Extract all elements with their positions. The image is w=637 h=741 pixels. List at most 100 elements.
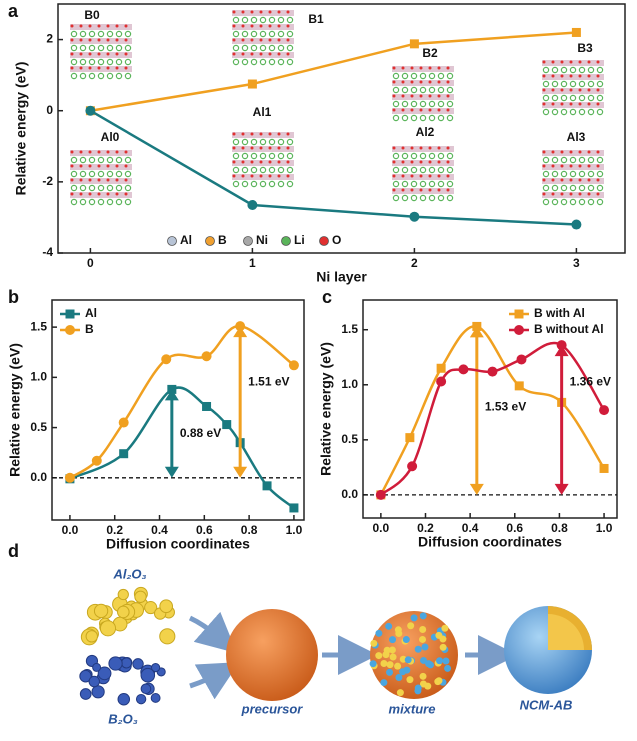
atom (542, 184, 550, 192)
atom-legend-marker (243, 236, 253, 246)
x-tick-label: 3 (573, 256, 580, 270)
annotation: 0.88 eV (180, 426, 221, 440)
atom (232, 174, 236, 178)
atom (437, 100, 445, 108)
atom (392, 100, 400, 108)
atom (578, 74, 582, 78)
atom (419, 72, 427, 80)
atom (250, 160, 254, 164)
particle (79, 669, 92, 683)
atom (268, 180, 276, 188)
atom (401, 72, 409, 80)
atom (419, 160, 423, 164)
particle (414, 684, 422, 692)
atom (596, 164, 600, 168)
atom (578, 164, 582, 168)
atom (578, 198, 586, 206)
atom (250, 52, 254, 56)
atom (79, 44, 87, 52)
atom (259, 30, 267, 38)
atom (419, 146, 423, 150)
data-point (407, 461, 418, 472)
atom (419, 66, 423, 70)
atom (560, 170, 568, 178)
atom (277, 52, 281, 56)
atom (410, 166, 418, 174)
crystal-layer (542, 192, 604, 198)
atom (106, 58, 114, 66)
atom (446, 194, 454, 202)
atom (428, 72, 436, 80)
atom (419, 100, 427, 108)
particle (108, 656, 123, 671)
atom (542, 178, 546, 182)
data-point (409, 211, 420, 222)
step-label: mixture (389, 701, 436, 716)
atom (446, 100, 454, 108)
atom (277, 160, 281, 164)
atom (70, 178, 74, 182)
atom (596, 74, 600, 78)
particle (434, 678, 442, 686)
panel-label: c (322, 287, 332, 307)
step-label: precursor (241, 701, 304, 716)
crystal-layer (232, 146, 294, 152)
atom (241, 160, 245, 164)
atom (250, 138, 258, 146)
atom (124, 198, 132, 206)
particle (150, 693, 161, 703)
atom (428, 160, 432, 164)
atom (428, 188, 432, 192)
arrow-head (469, 483, 484, 495)
atom-legend-marker (281, 236, 291, 246)
crystal-structure (232, 10, 294, 66)
particle (140, 667, 156, 683)
y-tick-label: 1.0 (30, 370, 47, 384)
data-point (405, 433, 415, 443)
atom (542, 80, 550, 88)
atom (560, 74, 564, 78)
atom (392, 86, 400, 94)
atom (97, 150, 101, 154)
atom (569, 108, 577, 116)
x-tick-label: 0.8 (551, 521, 568, 535)
atom (88, 30, 96, 38)
data-point (288, 360, 299, 371)
x-tick-label: 0.6 (196, 523, 213, 537)
atom (88, 170, 96, 178)
particle (385, 622, 393, 630)
atom (446, 188, 450, 192)
atom (587, 164, 591, 168)
atom (542, 156, 550, 164)
atom (97, 178, 101, 182)
atom (560, 66, 568, 74)
atom (401, 180, 409, 188)
atom (232, 16, 240, 24)
atom (115, 192, 119, 196)
reagent-label: B₂O₃ (108, 711, 138, 726)
plot-frame (51, 299, 305, 521)
atom (79, 72, 87, 80)
atom (596, 60, 600, 64)
atom (578, 102, 582, 106)
atom (542, 150, 546, 154)
particle (436, 657, 444, 665)
data-point (247, 199, 258, 210)
atom (106, 150, 110, 154)
particle (88, 675, 101, 688)
atom (392, 114, 400, 122)
atom (437, 94, 441, 98)
atom (410, 100, 418, 108)
y-tick-label: 0 (46, 103, 53, 117)
atom (437, 86, 445, 94)
atom (97, 170, 105, 178)
schematic-art (79, 586, 592, 706)
atom (587, 198, 595, 206)
atom (88, 164, 92, 168)
atom (410, 174, 414, 178)
atom (232, 180, 240, 188)
atom (401, 166, 409, 174)
panel-label: b (8, 287, 19, 307)
atom (560, 150, 564, 154)
